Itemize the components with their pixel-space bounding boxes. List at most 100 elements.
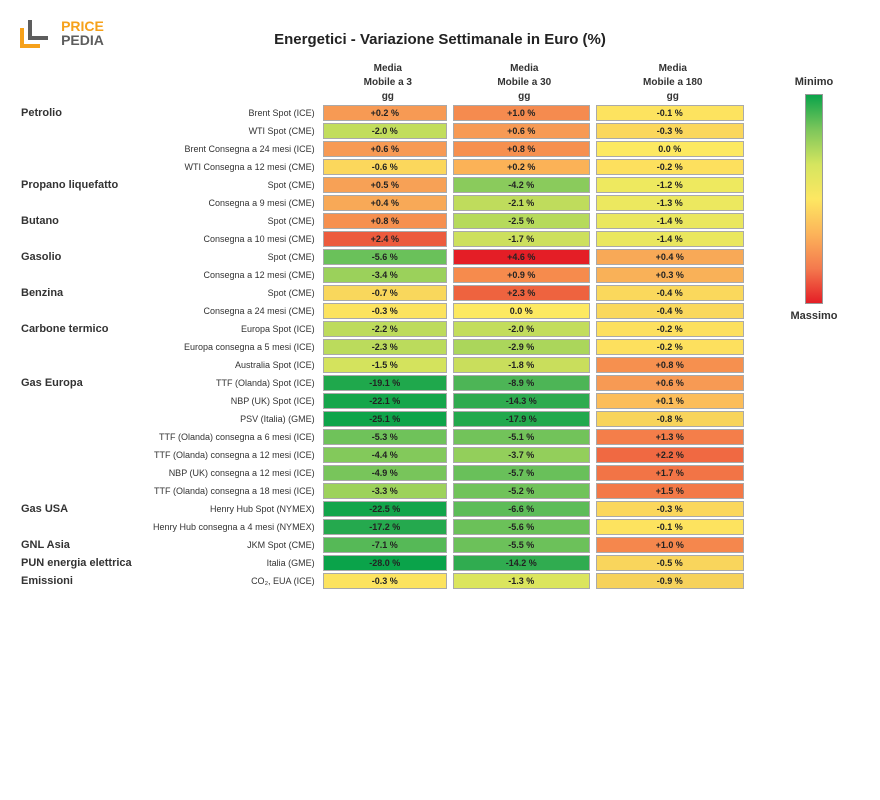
category-label bbox=[20, 230, 152, 248]
heat-cell: -2.0 % bbox=[323, 123, 447, 139]
table-row: WTI Consegna a 12 mesi (CME)-0.6 %+0.2 %… bbox=[20, 158, 750, 176]
col0-h3: gg bbox=[323, 90, 453, 104]
table-row: PUN energia elettricaItalia (GME)-28.0 %… bbox=[20, 554, 750, 572]
heat-cell: -0.3 % bbox=[596, 501, 745, 517]
heat-cell: -0.7 % bbox=[323, 285, 447, 301]
table-row: Propano liquefattoSpot (CME)+0.5 %-4.2 %… bbox=[20, 176, 750, 194]
row-label: TTF (Olanda) consegna a 18 mesi (ICE) bbox=[152, 482, 323, 500]
heat-cell: -2.9 % bbox=[453, 339, 589, 355]
heat-cell: -0.9 % bbox=[596, 573, 745, 589]
legend: Minimo Massimo bbox=[750, 62, 860, 590]
heat-cell: +0.9 % bbox=[453, 267, 589, 283]
heat-cell: -4.4 % bbox=[323, 447, 447, 463]
heat-cell: -1.4 % bbox=[596, 231, 745, 247]
table-row: PSV (Italia) (GME)-25.1 %-17.9 %-0.8 % bbox=[20, 410, 750, 428]
heat-cell: -4.2 % bbox=[453, 177, 589, 193]
heat-cell: -2.2 % bbox=[323, 321, 447, 337]
logo-mark bbox=[20, 14, 54, 51]
heat-cell: -3.7 % bbox=[453, 447, 589, 463]
heat-cell: +0.4 % bbox=[323, 195, 447, 211]
heat-cell: -0.5 % bbox=[596, 555, 745, 571]
category-label: GNL Asia bbox=[20, 536, 152, 554]
heat-cell: -8.9 % bbox=[453, 375, 589, 391]
category-label bbox=[20, 482, 152, 500]
logo-text: PRICE PEDIA bbox=[61, 19, 104, 47]
table-row: NBP (UK) Spot (ICE)-22.1 %-14.3 %+0.1 % bbox=[20, 392, 750, 410]
table-row: Henry Hub consegna a 4 mesi (NYMEX)-17.2… bbox=[20, 518, 750, 536]
category-label bbox=[20, 428, 152, 446]
row-label: Italia (GME) bbox=[152, 554, 323, 572]
heat-cell: -0.8 % bbox=[596, 411, 745, 427]
heat-cell: +2.3 % bbox=[453, 285, 589, 301]
heat-cell: -17.9 % bbox=[453, 411, 589, 427]
category-label: Propano liquefatto bbox=[20, 176, 152, 194]
row-label: Spot (CME) bbox=[152, 284, 323, 302]
row-label: PSV (Italia) (GME) bbox=[152, 410, 323, 428]
heat-cell: -1.3 % bbox=[596, 195, 745, 211]
category-label bbox=[20, 464, 152, 482]
heat-cell: +4.6 % bbox=[453, 249, 589, 265]
heat-cell: -0.3 % bbox=[323, 303, 447, 319]
category-label: Carbone termico bbox=[20, 320, 152, 338]
heat-cell: -0.1 % bbox=[596, 519, 745, 535]
row-label: CO₂, EUA (ICE) bbox=[152, 572, 323, 590]
header-row-3: gg gg gg bbox=[20, 90, 750, 104]
row-label: Brent Spot (ICE) bbox=[152, 104, 323, 122]
legend-gradient bbox=[805, 94, 823, 304]
heat-cell: -2.3 % bbox=[323, 339, 447, 355]
legend-min-label: Minimo bbox=[768, 76, 860, 88]
category-label bbox=[20, 122, 152, 140]
heat-cell: +0.4 % bbox=[596, 249, 745, 265]
heat-cell: -0.3 % bbox=[596, 123, 745, 139]
heat-cell: +2.4 % bbox=[323, 231, 447, 247]
heat-cell: -0.6 % bbox=[323, 159, 447, 175]
heat-cell: -1.8 % bbox=[453, 357, 589, 373]
table-row: TTF (Olanda) consegna a 6 mesi (ICE)-5.3… bbox=[20, 428, 750, 446]
heat-cell: +1.3 % bbox=[596, 429, 745, 445]
heat-cell: -5.1 % bbox=[453, 429, 589, 445]
heat-cell: -3.3 % bbox=[323, 483, 447, 499]
heat-cell: +0.6 % bbox=[453, 123, 589, 139]
legend-max-label: Massimo bbox=[768, 310, 860, 322]
table-row: PetrolioBrent Spot (ICE)+0.2 %+1.0 %-0.1… bbox=[20, 104, 750, 122]
category-label bbox=[20, 518, 152, 536]
heat-cell: -28.0 % bbox=[323, 555, 447, 571]
heat-cell: +0.6 % bbox=[596, 375, 745, 391]
category-label: Emissioni bbox=[20, 572, 152, 590]
heat-cell: -1.3 % bbox=[453, 573, 589, 589]
heat-cell: +0.8 % bbox=[453, 141, 589, 157]
heat-cell: -14.2 % bbox=[453, 555, 589, 571]
row-label: Consegna a 24 mesi (CME) bbox=[152, 302, 323, 320]
row-label: Consegna a 10 mesi (CME) bbox=[152, 230, 323, 248]
heat-cell: -2.0 % bbox=[453, 321, 589, 337]
heat-cell: 0.0 % bbox=[596, 141, 745, 157]
heat-cell: -5.5 % bbox=[453, 537, 589, 553]
category-label bbox=[20, 356, 152, 374]
row-label: Spot (CME) bbox=[152, 248, 323, 266]
table-row: GasolioSpot (CME)-5.6 %+4.6 %+0.4 % bbox=[20, 248, 750, 266]
heat-cell: -3.4 % bbox=[323, 267, 447, 283]
category-label bbox=[20, 410, 152, 428]
heat-cell: -4.9 % bbox=[323, 465, 447, 481]
heat-cell: -0.2 % bbox=[596, 321, 745, 337]
table-row: WTI Spot (CME)-2.0 %+0.6 %-0.3 % bbox=[20, 122, 750, 140]
heat-cell: 0.0 % bbox=[453, 303, 589, 319]
row-label: TTF (Olanda) consegna a 12 mesi (ICE) bbox=[152, 446, 323, 464]
heat-cell: +1.7 % bbox=[596, 465, 745, 481]
heat-cell: -0.3 % bbox=[323, 573, 447, 589]
heat-cell: -7.1 % bbox=[323, 537, 447, 553]
col2-h1: Media bbox=[596, 62, 751, 76]
heat-cell: -0.2 % bbox=[596, 159, 745, 175]
table-row: TTF (Olanda) consegna a 12 mesi (ICE)-4.… bbox=[20, 446, 750, 464]
row-label: Europa consegna a 5 mesi (ICE) bbox=[152, 338, 323, 356]
row-label: TTF (Olanda) Spot (ICE) bbox=[152, 374, 323, 392]
category-label bbox=[20, 302, 152, 320]
row-label: NBP (UK) consegna a 12 mesi (ICE) bbox=[152, 464, 323, 482]
table-row: Brent Consegna a 24 mesi (ICE)+0.6 %+0.8… bbox=[20, 140, 750, 158]
table-row: Carbone termicoEuropa Spot (ICE)-2.2 %-2… bbox=[20, 320, 750, 338]
col2-h2: Mobile a 180 bbox=[596, 76, 751, 90]
table-row: Gas USAHenry Hub Spot (NYMEX)-22.5 %-6.6… bbox=[20, 500, 750, 518]
table-row: EmissioniCO₂, EUA (ICE)-0.3 % -1.3 % -0.9 … bbox=[20, 572, 750, 590]
heat-cell: -2.5 % bbox=[453, 213, 589, 229]
category-label bbox=[20, 194, 152, 212]
